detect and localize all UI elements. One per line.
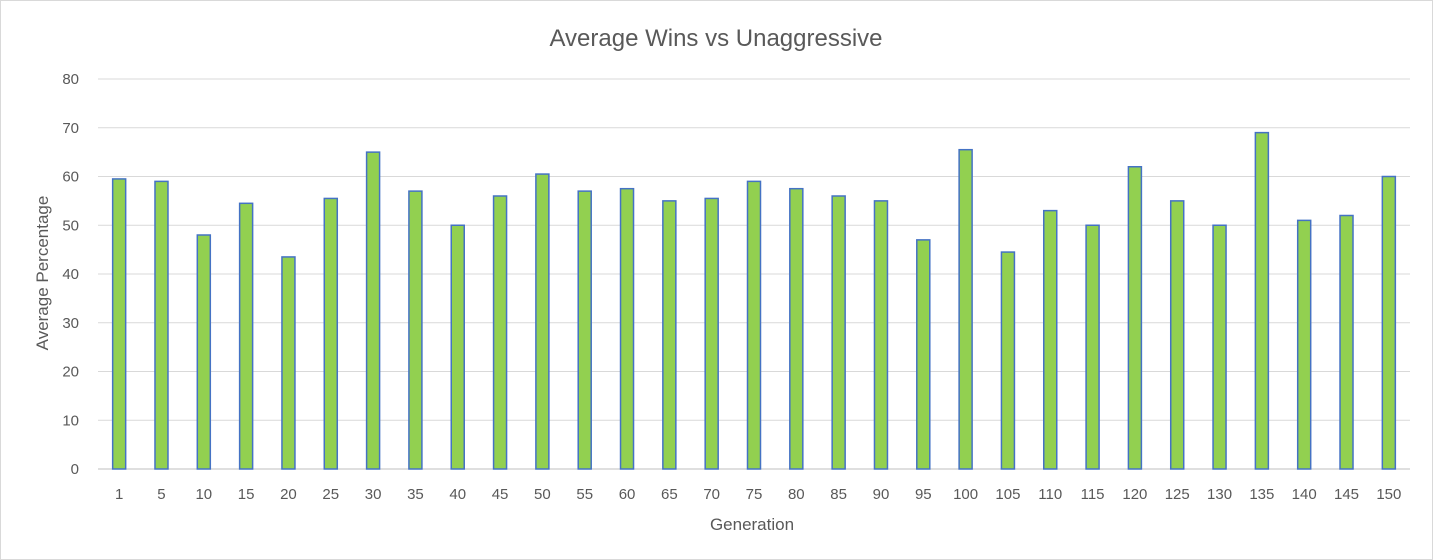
bar-generation-145	[1339, 214, 1354, 470]
x-tick-label: 145	[1334, 486, 1359, 503]
y-tick-label: 70	[62, 120, 79, 137]
x-tick-label: 70	[703, 486, 720, 503]
bar-generation-55	[577, 190, 592, 470]
y-tick-label: 0	[71, 461, 79, 478]
bar-generation-125	[1169, 200, 1185, 470]
bar-generation-30	[365, 151, 381, 470]
bar-generation-105	[1000, 251, 1016, 470]
bar-generation-45	[492, 195, 508, 470]
bar-generation-50	[535, 173, 550, 470]
bar-generation-35	[408, 190, 423, 470]
y-axis-ticks: 0 10 20 30 40 50 60 70 80	[62, 71, 79, 478]
bar-generation-100	[958, 148, 973, 470]
bar-generation-70	[704, 197, 719, 470]
x-tick-label: 30	[365, 486, 382, 503]
bar-generation-130	[1212, 224, 1227, 470]
x-tick-label: 120	[1122, 486, 1147, 503]
bar-generation-60	[619, 187, 635, 470]
x-tick-label: 25	[322, 486, 339, 503]
bar-generation-10	[196, 234, 212, 470]
y-tick-label: 40	[62, 266, 79, 283]
bar-generation-25	[323, 197, 339, 470]
y-tick-label: 20	[62, 364, 79, 381]
bar-generation-20	[281, 256, 296, 470]
x-tick-label: 1	[115, 486, 123, 503]
chart-title: Average Wins vs Unaggressive	[549, 25, 882, 52]
bar-generation-95	[916, 239, 931, 470]
y-tick-label: 10	[62, 412, 79, 429]
bar-generation-1	[111, 178, 127, 470]
bar-generation-90	[873, 200, 889, 470]
x-tick-label: 35	[407, 486, 424, 503]
x-tick-label: 45	[492, 486, 509, 503]
x-tick-label: 110	[1038, 486, 1062, 503]
x-tick-label: 65	[661, 486, 678, 503]
x-tick-label: 95	[915, 486, 932, 503]
x-tick-label: 130	[1207, 486, 1232, 503]
x-tick-label: 90	[873, 486, 890, 503]
x-tick-label: 60	[619, 486, 636, 503]
x-tick-label: 115	[1081, 486, 1105, 503]
bar-generation-75	[746, 180, 762, 470]
x-tick-label: 50	[534, 486, 551, 503]
x-tick-label: 105	[995, 486, 1020, 503]
bar-generation-40	[450, 224, 465, 470]
x-tick-label: 140	[1292, 486, 1317, 503]
x-tick-label: 55	[576, 486, 593, 503]
x-tick-label: 15	[238, 486, 255, 503]
x-tick-label: 85	[830, 486, 847, 503]
y-tick-label: 60	[62, 169, 79, 186]
x-tick-label: 75	[746, 486, 763, 503]
x-tick-label: 125	[1165, 486, 1190, 503]
y-axis-label: Average Percentage	[33, 196, 52, 351]
bar-generation-85	[831, 195, 846, 470]
x-tick-label: 10	[195, 486, 212, 503]
bar-generation-65	[662, 200, 677, 470]
y-tick-label: 80	[62, 71, 79, 88]
x-axis-ticks: 1 5 10 15 20 25 30 35 40 45 50 55 60 65 70 75 80 85 90 95 10…	[115, 486, 1401, 503]
bar-generation-115	[1085, 224, 1100, 470]
bar-generation-135	[1254, 131, 1270, 470]
bar-generation-80	[789, 187, 804, 470]
x-tick-label: 135	[1249, 486, 1274, 503]
bar-generation-110	[1043, 209, 1058, 470]
bar-generation-140	[1296, 219, 1312, 470]
x-tick-label: 100	[953, 486, 978, 503]
x-axis-label: Generation	[710, 515, 794, 534]
x-tick-label: 20	[280, 486, 297, 503]
y-tick-label: 30	[62, 315, 79, 332]
y-tick-label: 50	[62, 217, 79, 234]
x-tick-label: 5	[157, 486, 165, 503]
bar-generation-15	[238, 202, 254, 470]
x-tick-label: 40	[449, 486, 466, 503]
bar-generation-150	[1381, 175, 1397, 470]
bars	[111, 131, 1397, 470]
bar-generation-5	[154, 180, 169, 470]
x-tick-label: 80	[788, 486, 805, 503]
bar-generation-120	[1127, 166, 1143, 470]
x-tick-label: 150	[1376, 486, 1401, 503]
